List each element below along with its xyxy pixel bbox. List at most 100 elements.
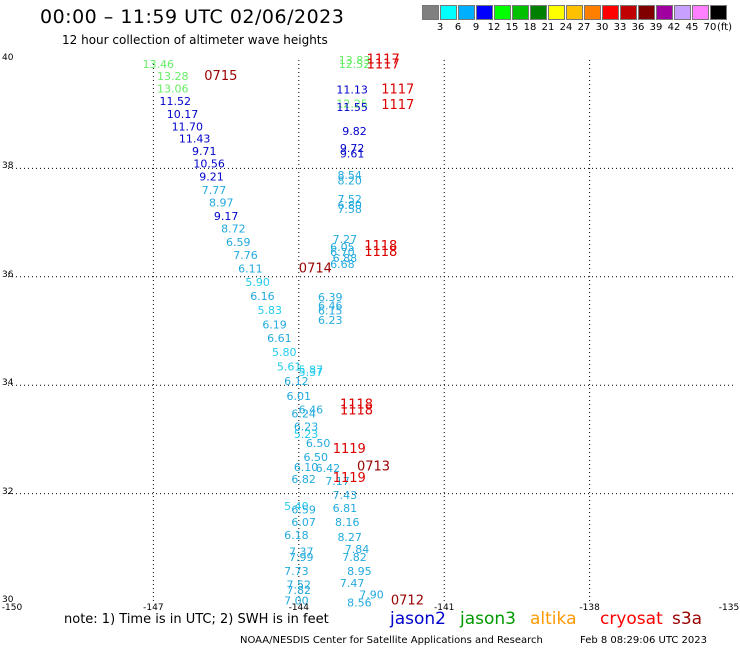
wave-height-label: 6.42	[316, 462, 341, 475]
pass-time-label: 1118	[340, 403, 373, 418]
chart-title: 00:00 – 11:59 UTC 02/06/2023	[40, 6, 345, 28]
wave-height-label: 13.83	[339, 54, 371, 67]
wave-height-label: 5.40	[284, 500, 309, 513]
wave-height-label: 7.84	[345, 543, 370, 556]
legend-tick-label: 45	[685, 22, 699, 33]
wave-height-label: 11.13	[336, 84, 368, 97]
wave-height-label: 7.52	[287, 578, 312, 591]
wave-height-label: 7.17	[325, 475, 350, 488]
legend-color-swatch	[710, 5, 727, 20]
generated-timestamp: Feb 8 08:29:06 UTC 2023	[580, 635, 707, 646]
pass-time-label: 1117	[381, 83, 414, 98]
legend-tick-label: 27	[577, 22, 591, 33]
wave-height-label: 6.16	[250, 290, 275, 303]
wave-height-label: 6.88	[333, 252, 358, 265]
legend-color-swatch	[602, 5, 619, 20]
satellite-key-jason3: jason3	[460, 609, 516, 629]
wave-height-label: 7.77	[202, 184, 227, 197]
wave-height-label: 11.70	[172, 120, 204, 133]
pass-time-label: 1118	[364, 245, 397, 260]
lat-tick-label: 32	[2, 486, 14, 497]
lat-tick-label: 40	[2, 53, 14, 63]
lon-tick-label: -147	[143, 603, 164, 613]
wave-height-label: 6.59	[226, 236, 251, 249]
wave-height-label: 8.56	[347, 596, 372, 609]
wave-height-label: 7.82	[287, 584, 312, 597]
legend-tick-label: 30	[595, 22, 609, 33]
wave-height-label: 6.46	[299, 403, 324, 416]
legend-color-swatch	[494, 5, 511, 20]
legend-unit-label: (ft)	[717, 22, 733, 33]
lat-tick-label: 38	[2, 161, 14, 172]
wave-height-label: 7.43	[333, 489, 358, 502]
legend-color-swatch	[674, 5, 691, 20]
footnote: note: 1) Time is in UTC; 2) SWH is in fe…	[64, 612, 329, 627]
wave-height-label: 8.20	[337, 175, 362, 188]
legend-tick-label: 21	[541, 22, 555, 33]
wave-height-label: 9.72	[340, 142, 365, 155]
legend-color-swatch	[422, 5, 439, 20]
pass-time-label: 1119	[333, 471, 366, 486]
legend-color-swatch	[476, 5, 493, 20]
wave-height-label: 9.17	[214, 210, 239, 223]
wave-height-label: 7.76	[233, 249, 258, 262]
pass-time-label: 0714	[299, 261, 332, 276]
wave-height-label: 9.21	[199, 170, 224, 183]
legend-tick-label: 18	[523, 22, 537, 33]
wave-height-label: 8.95	[347, 565, 372, 578]
wave-height-label: 7.47	[340, 577, 365, 590]
legend-tick-label: 6	[454, 22, 462, 33]
wave-height-label: 7.73	[284, 565, 309, 578]
wave-height-label: 5.37	[299, 366, 324, 379]
pass-time-label: 0715	[204, 69, 237, 84]
wave-height-label: 6.10	[294, 461, 319, 474]
wave-height-label: 7.82	[342, 551, 367, 564]
legend-color-swatch	[440, 5, 457, 20]
wave-height-label: 8.27	[337, 531, 362, 544]
wave-height-label: 5.80	[272, 346, 297, 359]
wave-height-label: 7.90	[359, 589, 384, 602]
wave-height-label: 6.80	[337, 199, 362, 212]
pass-time-label: 0712	[391, 594, 424, 609]
lat-tick-label: 34	[2, 378, 14, 389]
wave-height-label: 6.39	[318, 291, 343, 304]
wave-height-label: 7.27	[333, 233, 358, 246]
wave-height-label: 11.52	[159, 95, 191, 108]
wave-height-label: 6.01	[287, 390, 312, 403]
wave-height-label: 12.52	[339, 58, 371, 71]
wave-height-label: 6.23	[318, 314, 343, 327]
wave-height-label: 12.25	[336, 98, 368, 111]
legend-color-swatch	[584, 5, 601, 20]
wave-height-label: 6.59	[291, 504, 316, 517]
legend-tick-label: 9	[472, 22, 480, 33]
wave-height-label: 5.83	[257, 304, 282, 317]
credit-line: NOAA/NESDIS Center for Satellite Applica…	[240, 635, 543, 646]
wave-height-label: 6.68	[330, 258, 355, 271]
legend-tick-label: 12	[487, 22, 501, 33]
legend-color-swatch	[692, 5, 709, 20]
legend-color-swatch	[566, 5, 583, 20]
pass-time-label: 1119	[333, 442, 366, 457]
legend-tick-label: 39	[649, 22, 663, 33]
lon-tick-label: -141	[433, 603, 455, 613]
wave-height-label: 6.07	[291, 516, 316, 529]
wave-height-label: 6.12	[284, 375, 309, 388]
wave-height-label: 7.52	[337, 193, 362, 206]
wave-height-label: 6.05	[330, 241, 355, 254]
wave-height-label: 10.17	[167, 108, 199, 121]
pass-time-label: 1117	[367, 58, 400, 73]
wave-height-label: 7.99	[289, 551, 314, 564]
wave-height-label: 5.90	[245, 276, 270, 289]
lon-tick-label: -150	[1, 603, 23, 613]
legend-color-swatch	[656, 5, 673, 20]
wave-height-label: 7.58	[337, 203, 362, 216]
wave-height-label: 8.16	[335, 516, 360, 529]
pass-time-label: 1117	[367, 52, 400, 67]
wave-height-label: 5.23	[294, 428, 319, 441]
legend-color-swatch	[638, 5, 655, 20]
wave-height-label: 6.19	[262, 318, 287, 331]
wave-height-label: 5.61	[277, 361, 302, 374]
wave-height-label: 9.82	[342, 125, 367, 138]
satellite-key-cryosat: cryosat	[600, 609, 663, 629]
